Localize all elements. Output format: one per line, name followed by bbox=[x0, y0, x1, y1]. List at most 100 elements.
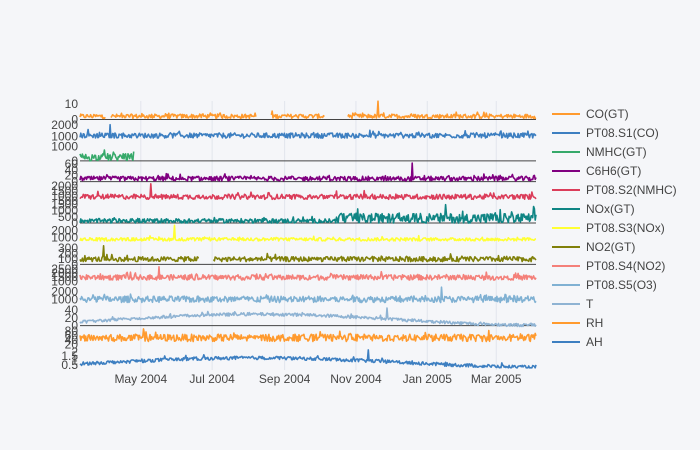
series-panels: 0101000200001000020406050010001500200005… bbox=[51, 97, 537, 372]
y-tick-label: 1500 bbox=[51, 197, 78, 211]
series-line bbox=[79, 266, 537, 281]
y-tick-label: 0 bbox=[71, 154, 78, 168]
legend[interactable]: CO(GT) PT08.S1(CO) NMHC(GT) C6H6(GT) PT08.S2… bbox=[552, 107, 677, 349]
y-tick-label: 10 bbox=[65, 97, 79, 111]
legend-item[interactable]: NMHC(GT) bbox=[552, 145, 647, 159]
legend-label: PT08.S3(NOx) bbox=[586, 221, 665, 235]
y-tick-label: 20 bbox=[65, 169, 79, 183]
series-line bbox=[79, 224, 537, 242]
series-line bbox=[79, 149, 135, 162]
y-tick-label: 20 bbox=[65, 311, 79, 325]
y-tick-label: 0 bbox=[71, 216, 78, 230]
legend-item[interactable]: RH bbox=[552, 316, 603, 330]
y-tick-label: 1000 bbox=[51, 274, 78, 288]
legend-label: NOx(GT) bbox=[586, 202, 635, 216]
y-tick-label: 200 bbox=[58, 246, 78, 260]
legend-item[interactable]: T bbox=[552, 297, 594, 311]
x-tick-label: Jul 2004 bbox=[189, 372, 235, 386]
y-tick-label: 500 bbox=[58, 210, 78, 224]
legend-label: T bbox=[586, 297, 594, 311]
legend-item[interactable]: PT08.S4(NO2) bbox=[552, 259, 665, 273]
series-line bbox=[79, 183, 537, 201]
y-tick-label: 1000 bbox=[51, 130, 78, 144]
series-line bbox=[79, 307, 537, 328]
y-tick-label: 1 bbox=[71, 353, 78, 367]
legend-item[interactable]: C6H6(GT) bbox=[552, 164, 641, 178]
x-axis: May 2004 Jul 2004 Sep 2004 Nov 2004 Jan 2005… bbox=[114, 372, 521, 386]
y-tick-label: 80 bbox=[65, 324, 79, 338]
legend-label: CO(GT) bbox=[586, 107, 629, 121]
legend-label: NO2(GT) bbox=[586, 240, 635, 254]
y-tick-label: 0 bbox=[71, 175, 78, 189]
y-tick-label: 60 bbox=[65, 328, 79, 342]
y-tick-label: 40 bbox=[65, 303, 79, 317]
y-tick-label: 2000 bbox=[51, 223, 78, 237]
series-line bbox=[79, 162, 537, 182]
series-line bbox=[79, 245, 537, 263]
legend-label: PT08.S4(NO2) bbox=[586, 259, 665, 273]
y-tick-label: 2 bbox=[71, 345, 78, 359]
legend-item[interactable]: NOx(GT) bbox=[552, 202, 635, 216]
y-tick-label: 1.5 bbox=[61, 349, 78, 363]
y-tick-label: 2000 bbox=[51, 179, 78, 193]
series-line bbox=[79, 328, 537, 343]
x-tick-label: May 2004 bbox=[114, 372, 167, 386]
series-line bbox=[79, 203, 537, 224]
series-line bbox=[79, 286, 537, 304]
legend-item[interactable]: PT08.S1(CO) bbox=[552, 126, 659, 140]
y-tick-label: 0 bbox=[71, 257, 78, 271]
y-tick-label: 2500 bbox=[51, 262, 78, 276]
y-tick-label: 100 bbox=[58, 252, 78, 266]
y-tick-label: 1500 bbox=[51, 184, 78, 198]
x-tick-label: Mar 2005 bbox=[471, 372, 522, 386]
legend-label: PT08.S2(NMHC) bbox=[586, 183, 677, 197]
legend-item[interactable]: NO2(GT) bbox=[552, 240, 635, 254]
legend-label: RH bbox=[586, 316, 603, 330]
y-tick-label: 300 bbox=[58, 241, 78, 255]
legend-item[interactable]: PT08.S5(O3) bbox=[552, 278, 657, 292]
legend-label: PT08.S1(CO) bbox=[586, 126, 659, 140]
y-tick-label: 1000 bbox=[51, 140, 78, 154]
y-tick-label: 1000 bbox=[51, 292, 78, 306]
legend-label: AH bbox=[586, 335, 603, 349]
legend-item[interactable]: PT08.S2(NMHC) bbox=[552, 183, 677, 197]
y-tick-label: 40 bbox=[65, 333, 79, 347]
x-tick-label: Nov 2004 bbox=[330, 372, 382, 386]
legend-label: PT08.S5(O3) bbox=[586, 278, 657, 292]
series-line bbox=[79, 100, 537, 120]
series-panel: 0.511.52 bbox=[61, 345, 537, 372]
y-tick-label: 2000 bbox=[51, 284, 78, 298]
series-panel: 010 bbox=[65, 97, 537, 126]
series-line bbox=[79, 123, 537, 139]
y-tick-label: 2000 bbox=[51, 266, 78, 280]
legend-item[interactable]: PT08.S3(NOx) bbox=[552, 221, 665, 235]
y-tick-label: 1000 bbox=[51, 231, 78, 245]
y-tick-label: 1000 bbox=[51, 189, 78, 203]
legend-item[interactable]: AH bbox=[552, 335, 603, 349]
legend-label: C6H6(GT) bbox=[586, 164, 641, 178]
series-line bbox=[79, 349, 537, 369]
legend-item[interactable]: CO(GT) bbox=[552, 107, 629, 121]
x-tick-label: Sep 2004 bbox=[259, 372, 311, 386]
legend-label: NMHC(GT) bbox=[586, 145, 647, 159]
y-tick-label: 0 bbox=[71, 112, 78, 126]
y-tick-label: 60 bbox=[65, 157, 79, 171]
x-tick-label: Jan 2005 bbox=[403, 372, 453, 386]
y-tick-label: 1000 bbox=[51, 204, 78, 218]
y-tick-label: 0 bbox=[71, 319, 78, 333]
y-tick-label: 1500 bbox=[51, 270, 78, 284]
y-tick-label: 2000 bbox=[51, 118, 78, 132]
